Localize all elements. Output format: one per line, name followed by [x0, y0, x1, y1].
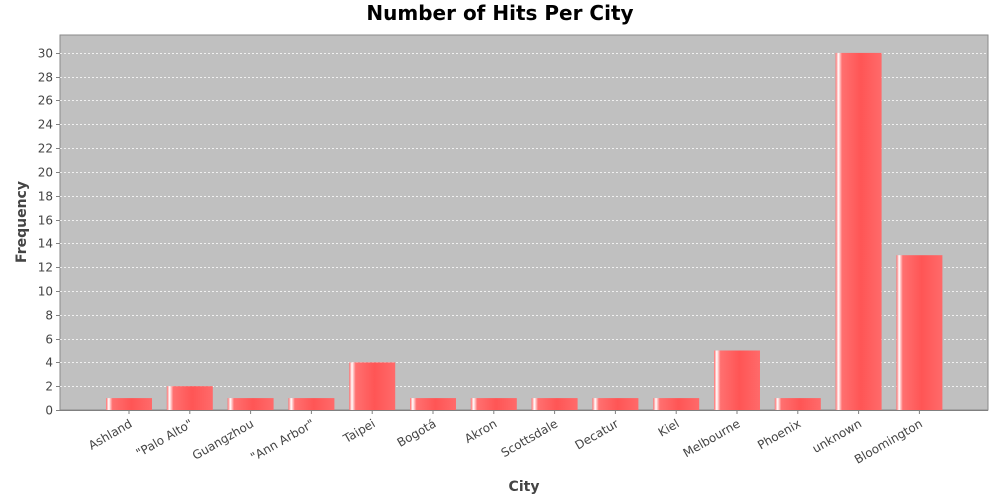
x-tick-label: Phoenix: [755, 416, 803, 452]
bar: [896, 255, 943, 410]
x-tick-label: Melbourne: [681, 416, 743, 460]
y-tick-label: 14: [38, 237, 53, 251]
x-tick-label: Akron: [462, 416, 499, 446]
x-tick-label: Ashland: [86, 416, 135, 452]
x-tick-label: Decatur: [572, 416, 620, 452]
bar: [349, 362, 396, 410]
y-tick-label: 30: [38, 47, 53, 61]
y-tick-label: 12: [38, 261, 53, 275]
x-tick-label: Bogotá: [395, 416, 439, 449]
y-axis-label: Frequency: [14, 181, 30, 263]
x-tick-label: Guangzhou: [190, 416, 256, 462]
y-tick-label: 28: [38, 71, 53, 85]
y-tick-label: 26: [38, 94, 53, 108]
bar: [288, 398, 335, 410]
bar: [835, 52, 882, 411]
y-tick-label: 24: [38, 118, 53, 132]
y-tick-label: 8: [45, 309, 53, 323]
y-tick-label: 16: [38, 214, 53, 228]
y-tick-label: 18: [38, 190, 53, 204]
x-tick-label: Bloomington: [852, 416, 925, 466]
plot-area: [59, 34, 989, 411]
x-tick-label: Taipei: [340, 416, 378, 446]
gridlines: [60, 53, 988, 387]
bar: [470, 398, 517, 410]
bar: [592, 398, 639, 410]
bars: [106, 52, 943, 411]
bar: [714, 350, 760, 410]
y-tick-label: 6: [45, 333, 53, 347]
y-tick-label: 22: [38, 142, 53, 156]
y-tick-label: 4: [45, 356, 53, 370]
x-axis-label: City: [509, 479, 540, 495]
y-tick-label: 20: [38, 166, 53, 180]
bar: [166, 386, 213, 410]
bar: [227, 398, 274, 410]
y-tick-label: 2: [45, 380, 53, 394]
x-tick-label: "Palo Alto": [134, 416, 196, 460]
bar: [653, 398, 700, 410]
x-tick-label: "Ann Arbor": [248, 416, 317, 464]
bar: [106, 398, 152, 410]
y-tick-label: 10: [38, 285, 53, 299]
x-tick-label: unknown: [810, 416, 864, 455]
y-tick-label: 0: [45, 404, 53, 418]
x-tick-label: Scottsdale: [499, 416, 560, 460]
bar: [774, 398, 821, 410]
bar: [410, 398, 456, 410]
bar: [531, 398, 578, 410]
x-tick-label: Kiel: [656, 416, 682, 439]
chart-title: Number of Hits Per City: [366, 1, 633, 25]
x-axis-ticks: Ashland "Palo Alto"Guangzhou"Ann Arbor" Ta…: [86, 410, 925, 467]
